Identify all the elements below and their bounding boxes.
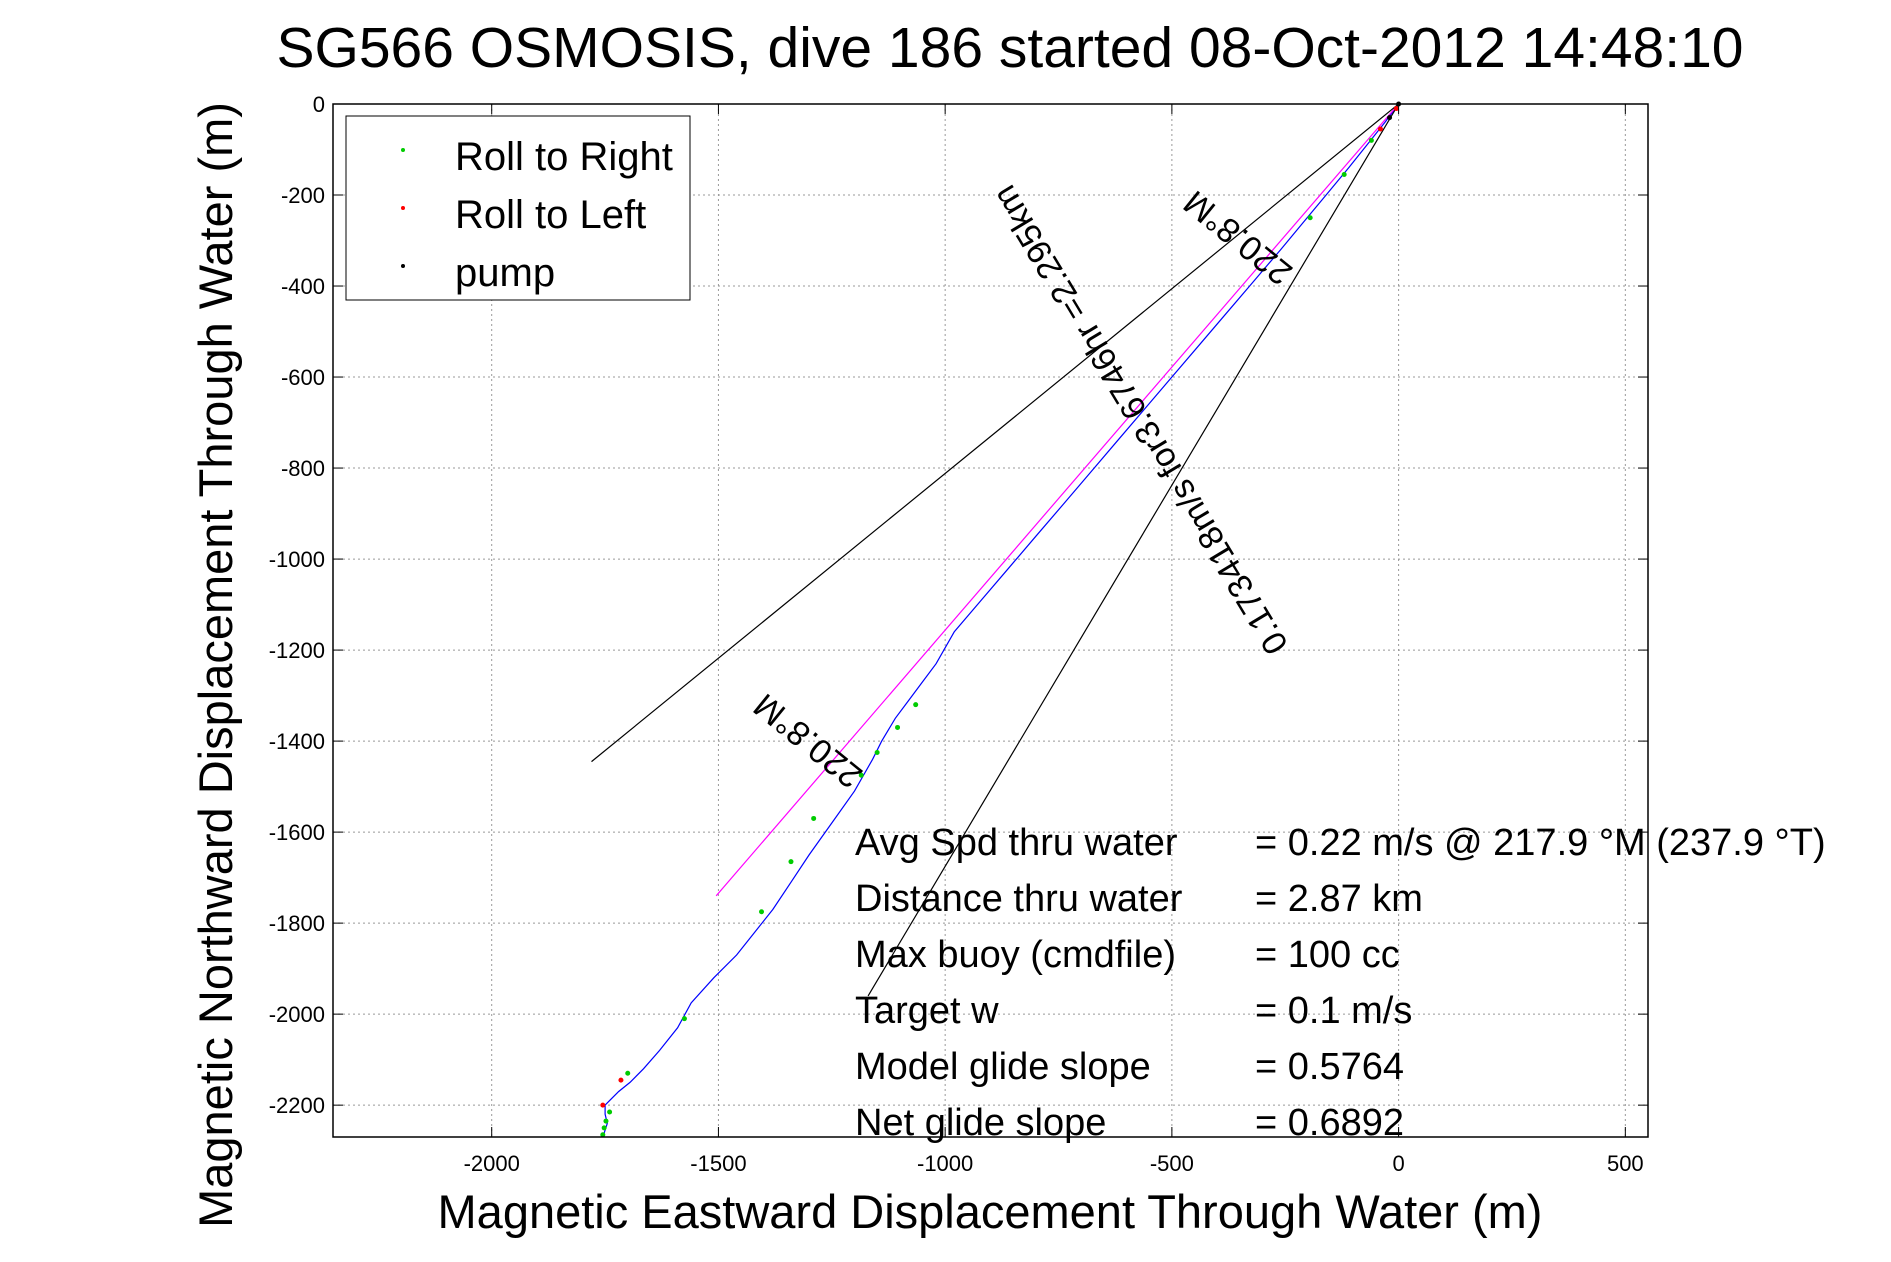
x-tick-label: -1500 xyxy=(690,1151,746,1176)
y-tick-label: -1800 xyxy=(269,911,325,936)
stat-value-distance: = 2.87 km xyxy=(1255,878,1423,920)
stats-block: Avg Spd thru water = 0.22 m/s @ 217.9 °M… xyxy=(855,822,1826,1144)
vector-line xyxy=(715,103,1400,897)
stat-label-distance: Distance thru water xyxy=(855,878,1183,920)
marker-roll-to-right xyxy=(895,724,901,730)
legend-marker-roll-left xyxy=(401,206,405,210)
marker-roll-to-left xyxy=(1393,106,1399,112)
track-line xyxy=(602,103,1400,1138)
y-tick-label: -2000 xyxy=(269,1002,325,1027)
stat-value-net-glide: = 0.6892 xyxy=(1255,1102,1404,1144)
plot-area xyxy=(591,101,1402,1138)
marker-roll-to-right xyxy=(603,1118,609,1124)
stat-label-target-w: Target w xyxy=(855,990,999,1032)
marker-roll-to-right xyxy=(1368,137,1374,143)
stat-value-target-w: = 0.1 m/s xyxy=(1255,990,1412,1032)
x-tick-label: -500 xyxy=(1150,1151,1194,1176)
y-tick-label: -1600 xyxy=(269,820,325,845)
marker-roll-to-left xyxy=(600,1102,606,1108)
marker-roll-to-right xyxy=(1307,215,1313,221)
legend-label-roll-right: Roll to Right xyxy=(455,135,673,179)
axes-box xyxy=(332,103,1649,1138)
marker-roll-to-left xyxy=(1377,126,1383,132)
y-tick-label: -1200 xyxy=(269,638,325,663)
marker-roll-to-right xyxy=(601,1125,607,1131)
stat-value-avg-speed: = 0.22 m/s @ 217.9 °M (237.9 °T) xyxy=(1255,822,1826,864)
y-tick-label: 0 xyxy=(313,92,325,117)
y-tick-label: -600 xyxy=(281,365,325,390)
x-tick-label: -2000 xyxy=(464,1151,520,1176)
marker-roll-to-left xyxy=(618,1077,624,1083)
y-tick-label: -400 xyxy=(281,274,325,299)
marker-roll-to-right xyxy=(625,1070,631,1076)
marker-pump xyxy=(1387,115,1393,121)
marker-roll-to-right xyxy=(913,702,919,708)
x-axis-label: Magnetic Eastward Displacement Through W… xyxy=(438,1185,1543,1238)
y-axis-label: Magnetic Northward Displacement Through … xyxy=(189,102,242,1228)
marker-roll-to-right xyxy=(600,1132,606,1138)
legend-marker-pump xyxy=(401,264,405,268)
marker-roll-to-right xyxy=(874,749,880,755)
stat-label-model-glide: Model glide slope xyxy=(855,1046,1151,1088)
marker-roll-to-right xyxy=(759,909,765,915)
marker-roll-to-right xyxy=(1341,172,1347,178)
stat-value-model-glide: = 0.5764 xyxy=(1255,1046,1404,1088)
chart-title: SG566 OSMOSIS, dive 186 started 08-Oct-2… xyxy=(277,16,1744,80)
y-tick-label: -2200 xyxy=(269,1093,325,1118)
cone-line xyxy=(867,103,1400,997)
heading-labels: 220.8°M 220.8°M 0.173418m/s for3.6746hr … xyxy=(747,179,1300,796)
stat-label-net-glide: Net glide slope xyxy=(855,1102,1106,1144)
heading-label-lower: 220.8°M xyxy=(747,686,870,795)
legend-marker-roll-right xyxy=(401,148,405,152)
x-ticks: -2000 -1500 -1000 -500 0 500 xyxy=(464,104,1644,1176)
x-tick-label: 500 xyxy=(1607,1151,1644,1176)
stat-label-avg-speed: Avg Spd thru water xyxy=(855,822,1178,864)
stat-label-max-buoy: Max buoy (cmdfile) xyxy=(855,934,1176,976)
marker-roll-to-right xyxy=(607,1109,613,1115)
marker-roll-to-right xyxy=(681,1016,687,1022)
y-tick-label: -200 xyxy=(281,183,325,208)
marker-roll-to-right xyxy=(858,772,864,778)
legend-label-roll-left: Roll to Left xyxy=(455,193,646,237)
x-tick-label: -1000 xyxy=(917,1151,973,1176)
x-tick-label: 0 xyxy=(1392,1151,1404,1176)
y-tick-label: -1000 xyxy=(269,547,325,572)
y-ticks: 0 -200 -400 -600 -800 -1000 -1200 -1400 -1600 -18… xyxy=(269,92,1648,1118)
marker-roll-to-right xyxy=(788,859,794,865)
legend-label-pump: pump xyxy=(455,251,555,295)
stat-value-max-buoy: = 100 cc xyxy=(1255,934,1400,976)
cone-line xyxy=(591,103,1399,763)
y-tick-label: -1400 xyxy=(269,729,325,754)
y-tick-label: -800 xyxy=(281,456,325,481)
marker-roll-to-right xyxy=(811,815,817,821)
legend: Roll to Right Roll to Left pump xyxy=(345,115,691,301)
